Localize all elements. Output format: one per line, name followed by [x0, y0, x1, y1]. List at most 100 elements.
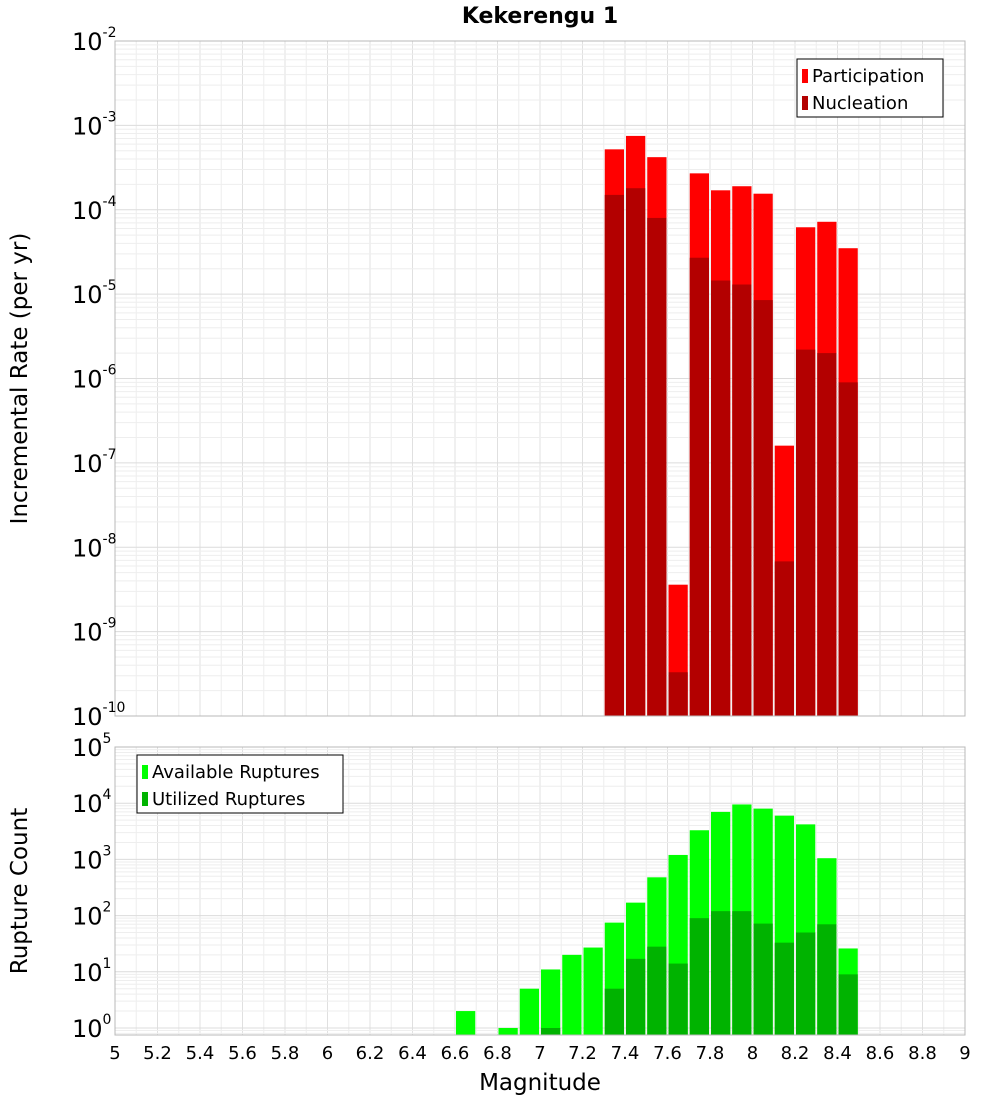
- y-tick-label: 101: [72, 956, 111, 987]
- y-tick-label: 10-6: [72, 363, 117, 394]
- bar-2-1: [604, 194, 624, 716]
- bar-2-18: [817, 924, 837, 1035]
- bar-2-14: [732, 911, 752, 1035]
- x-tick-label: 6.4: [398, 1043, 427, 1064]
- bar-2-17: [796, 932, 816, 1035]
- y-tick-exponent: 5: [103, 731, 112, 747]
- y-tick-exponent: -4: [103, 194, 117, 210]
- y-tick-label: 102: [72, 900, 111, 931]
- bar-2-19: [838, 974, 858, 1035]
- y-tick-label: 10-4: [72, 194, 117, 225]
- y-tick-label: 105: [72, 731, 111, 762]
- legend-swatch-2: [142, 792, 148, 806]
- x-tick-label: 8.4: [823, 1043, 852, 1064]
- bars: [456, 804, 858, 1035]
- x-tick-label: 7.4: [611, 1043, 640, 1064]
- x-tick-label: 7.6: [653, 1043, 682, 1064]
- x-axis-title: Magnitude: [479, 1070, 601, 1096]
- y-tick-label: 10-5: [72, 278, 117, 309]
- legend-swatch-1: [802, 69, 808, 83]
- legend-box: [796, 58, 944, 118]
- x-tick-label: 7: [534, 1043, 545, 1064]
- y-tick-label: 10-3: [72, 109, 117, 140]
- y-tick-exponent: -6: [103, 363, 117, 379]
- bar-2-10: [796, 349, 816, 716]
- bar-2-15: [753, 923, 773, 1035]
- bar-2-11: [668, 963, 688, 1035]
- y-tick-labels: 10-10 10-9 10-8 10-7 10-6 10-5 10-4 10-3 10-2: [72, 25, 125, 731]
- bar-2-11: [817, 353, 837, 716]
- bar-2-13: [711, 911, 731, 1035]
- x-tick-label: 7.2: [568, 1043, 597, 1064]
- chart-panel-1: 10-10 10-9 10-8 10-7 10-6 10-5 10-4 10-3 10-2 Inc…: [7, 4, 966, 731]
- bars: [604, 135, 858, 717]
- bar-1-3: [498, 1027, 518, 1035]
- bar-1-1: [456, 1011, 476, 1035]
- bar-2-12: [689, 918, 709, 1035]
- y-tick-exponent: 2: [103, 900, 112, 916]
- bar-1-7: [583, 947, 603, 1035]
- y-tick-label: 10-10: [72, 700, 125, 731]
- y-tick-label: 10-8: [72, 531, 117, 562]
- bar-2-2: [626, 188, 646, 717]
- legend-box: [136, 754, 344, 814]
- bar-2-8: [753, 300, 773, 716]
- x-tick-label: 5.6: [228, 1043, 257, 1064]
- y-tick-label: 100: [72, 1012, 111, 1043]
- bar-2-7: [732, 284, 752, 716]
- y-tick-exponent: 0: [103, 1012, 112, 1028]
- y-tick-label: 103: [72, 843, 111, 874]
- y-tick-exponent: -10: [103, 700, 126, 716]
- bar-1-4: [519, 988, 539, 1035]
- y-tick-exponent: 1: [103, 956, 112, 972]
- x-tick-label: 6.8: [483, 1043, 512, 1064]
- y-tick-exponent: -2: [103, 25, 117, 41]
- legend-swatch-2: [802, 96, 808, 110]
- y-tick-label: 10-2: [72, 25, 117, 56]
- x-tick-label: 5.8: [271, 1043, 300, 1064]
- bar-2-9: [626, 958, 646, 1035]
- bar-2-4: [668, 672, 688, 716]
- y-tick-exponent: -7: [103, 447, 117, 463]
- bar-2-3: [647, 217, 667, 716]
- legend-label-2: Nucleation: [812, 93, 908, 114]
- x-tick-label: 8.2: [781, 1043, 810, 1064]
- x-tick-label: 6.2: [356, 1043, 385, 1064]
- legend-label-1: Available Ruptures: [152, 762, 320, 783]
- plot-frame: [114, 40, 966, 717]
- series-2: [604, 188, 858, 717]
- bar-1-6: [562, 954, 582, 1035]
- series-2: [541, 911, 858, 1035]
- grid: [114, 40, 966, 717]
- legend-label-2: Utilized Ruptures: [152, 789, 305, 810]
- plot-frame: [114, 746, 966, 1036]
- legend: Participation Nucleation: [796, 58, 944, 118]
- legend-label-1: Participation: [812, 66, 924, 87]
- y-tick-exponent: -9: [103, 616, 117, 632]
- y-tick-label: 104: [72, 787, 112, 818]
- bar-2-5: [541, 1027, 561, 1035]
- bar-1-5: [541, 969, 561, 1035]
- y-tick-exponent: -5: [103, 278, 117, 294]
- y-tick-exponent: 4: [103, 787, 112, 803]
- y-axis-title: Rupture Count: [7, 808, 33, 974]
- y-tick-label: 10-9: [72, 616, 117, 647]
- x-tick-label: 7.8: [696, 1043, 725, 1064]
- x-tick-label: 9: [959, 1043, 970, 1064]
- x-tick-label: 5.4: [186, 1043, 215, 1064]
- legend-swatch-1: [142, 765, 148, 779]
- x-tick-label: 5.2: [143, 1043, 172, 1064]
- bar-2-12: [838, 382, 858, 716]
- bar-2-16: [774, 942, 794, 1035]
- x-tick-label: 8.8: [908, 1043, 937, 1064]
- bar-2-9: [774, 561, 794, 716]
- x-tick-label: 5: [109, 1043, 120, 1064]
- bar-2-10: [647, 946, 667, 1035]
- x-tick-label: 8: [747, 1043, 758, 1064]
- x-tick-label: 6.6: [441, 1043, 470, 1064]
- legend: Available Ruptures Utilized Ruptures: [136, 754, 344, 814]
